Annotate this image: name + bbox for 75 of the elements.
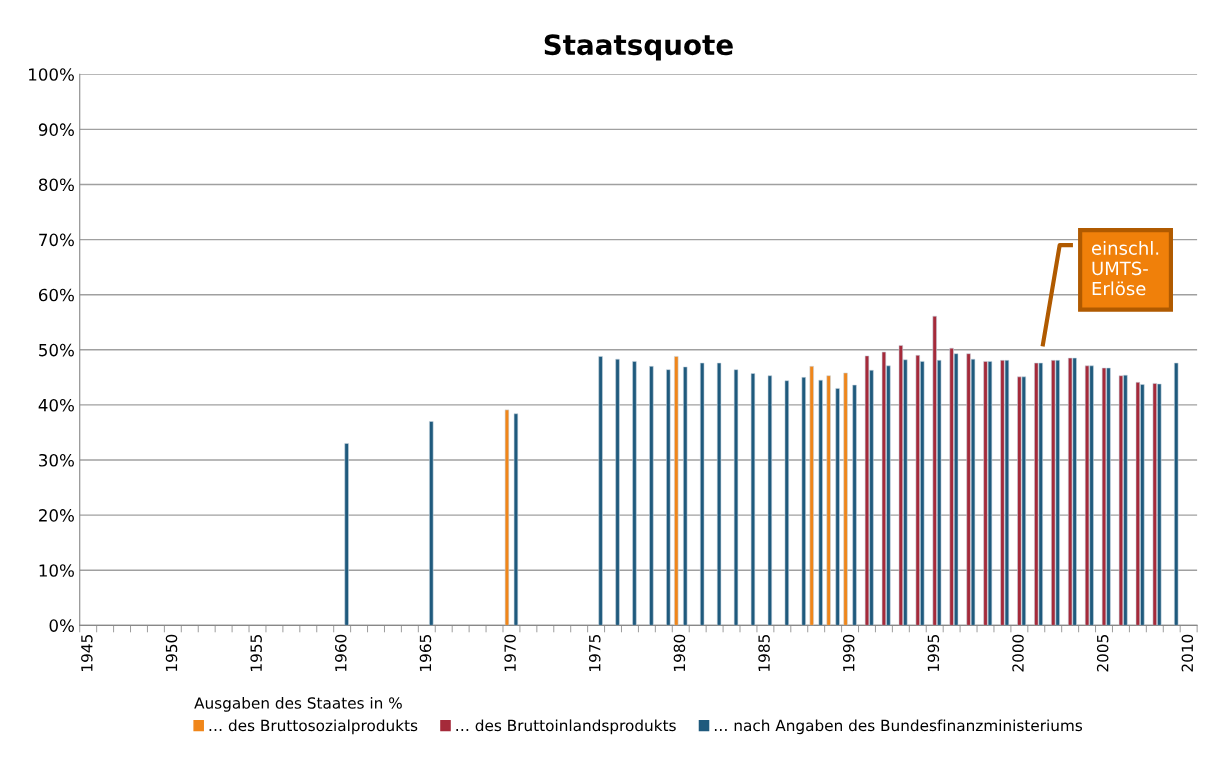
bar <box>801 377 806 626</box>
bar <box>1004 360 1010 626</box>
bar <box>1101 367 1107 626</box>
x-tick-label: 1965 <box>419 635 432 671</box>
annotation: einschl. UMTS- Erlöse <box>1091 240 1159 296</box>
bar <box>666 369 671 626</box>
y-tick-label: 10% <box>39 564 74 577</box>
bar <box>649 366 654 626</box>
bar <box>1017 376 1022 626</box>
bar <box>784 380 789 626</box>
bar <box>683 366 688 626</box>
bar <box>632 361 637 626</box>
legend-title: Ausgaben des Staates in % <box>194 696 402 712</box>
bar <box>826 375 831 626</box>
bar <box>344 443 349 626</box>
bar <box>429 421 434 626</box>
bar <box>513 413 519 626</box>
y-tick-label: 40% <box>38 398 74 412</box>
bar <box>987 361 993 626</box>
x-tick-label: 1975 <box>588 635 601 671</box>
bar <box>983 361 988 626</box>
bar <box>615 358 620 626</box>
legend-label: … des Bruttoinlandsprodukts <box>456 719 676 735</box>
bar <box>700 362 705 626</box>
bar <box>750 373 756 626</box>
bar <box>733 369 739 626</box>
x-tick-label: 1945 <box>81 635 93 671</box>
chart-title: Staatsquote <box>544 34 733 61</box>
x-tick-label: 1970 <box>504 634 516 671</box>
bar <box>1000 360 1005 626</box>
legend-label: … des Bruttosozialprodukts <box>209 719 418 735</box>
y-tick-label: 20% <box>39 509 74 522</box>
y-tick-label: 60% <box>38 288 74 302</box>
x-tick-label: 1955 <box>250 635 262 671</box>
bar <box>1084 365 1090 626</box>
bar <box>1174 362 1179 626</box>
bar <box>1038 362 1043 626</box>
x-tick-label: 1960 <box>335 634 347 671</box>
bar <box>835 388 840 626</box>
y-tick-label: 30% <box>39 453 74 467</box>
bar <box>1068 357 1073 626</box>
y-tick-label: 90% <box>38 123 74 136</box>
bar <box>818 379 823 626</box>
x-tick-label: 1990 <box>842 634 855 671</box>
bar <box>864 355 870 626</box>
bar <box>504 409 510 626</box>
bar <box>1055 360 1060 626</box>
bar <box>716 362 722 626</box>
x-tick-label: 2000 <box>1012 634 1024 672</box>
bar <box>1072 357 1077 626</box>
x-tick-label: 1980 <box>673 634 686 671</box>
bar <box>1089 365 1094 626</box>
x-tick-label: 2010 <box>1181 634 1194 672</box>
x-tick-label: 1985 <box>758 635 770 671</box>
bar <box>809 366 814 626</box>
x-tick-label: 2005 <box>1096 635 1109 672</box>
y-tick-label: 70% <box>39 233 74 247</box>
y-tick-label: 50% <box>39 343 74 357</box>
bar <box>674 356 679 626</box>
bar <box>598 356 603 626</box>
bar <box>852 384 857 626</box>
bar <box>1135 382 1141 626</box>
bar <box>1021 376 1026 626</box>
bar <box>1118 375 1124 626</box>
bar <box>843 372 848 626</box>
y-tick-label: 80% <box>38 178 74 192</box>
y-tick-label: 100% <box>29 68 74 81</box>
bar <box>1051 360 1056 626</box>
bar <box>881 351 887 626</box>
x-tick-label: 1995 <box>927 635 940 671</box>
y-tick-label: 0% <box>49 619 74 632</box>
x-tick-label: 1950 <box>165 634 178 671</box>
legend-label: … nach Angaben des Bundesfinanzministeriums <box>714 719 1083 735</box>
bar <box>767 375 773 626</box>
bar <box>1034 362 1039 626</box>
